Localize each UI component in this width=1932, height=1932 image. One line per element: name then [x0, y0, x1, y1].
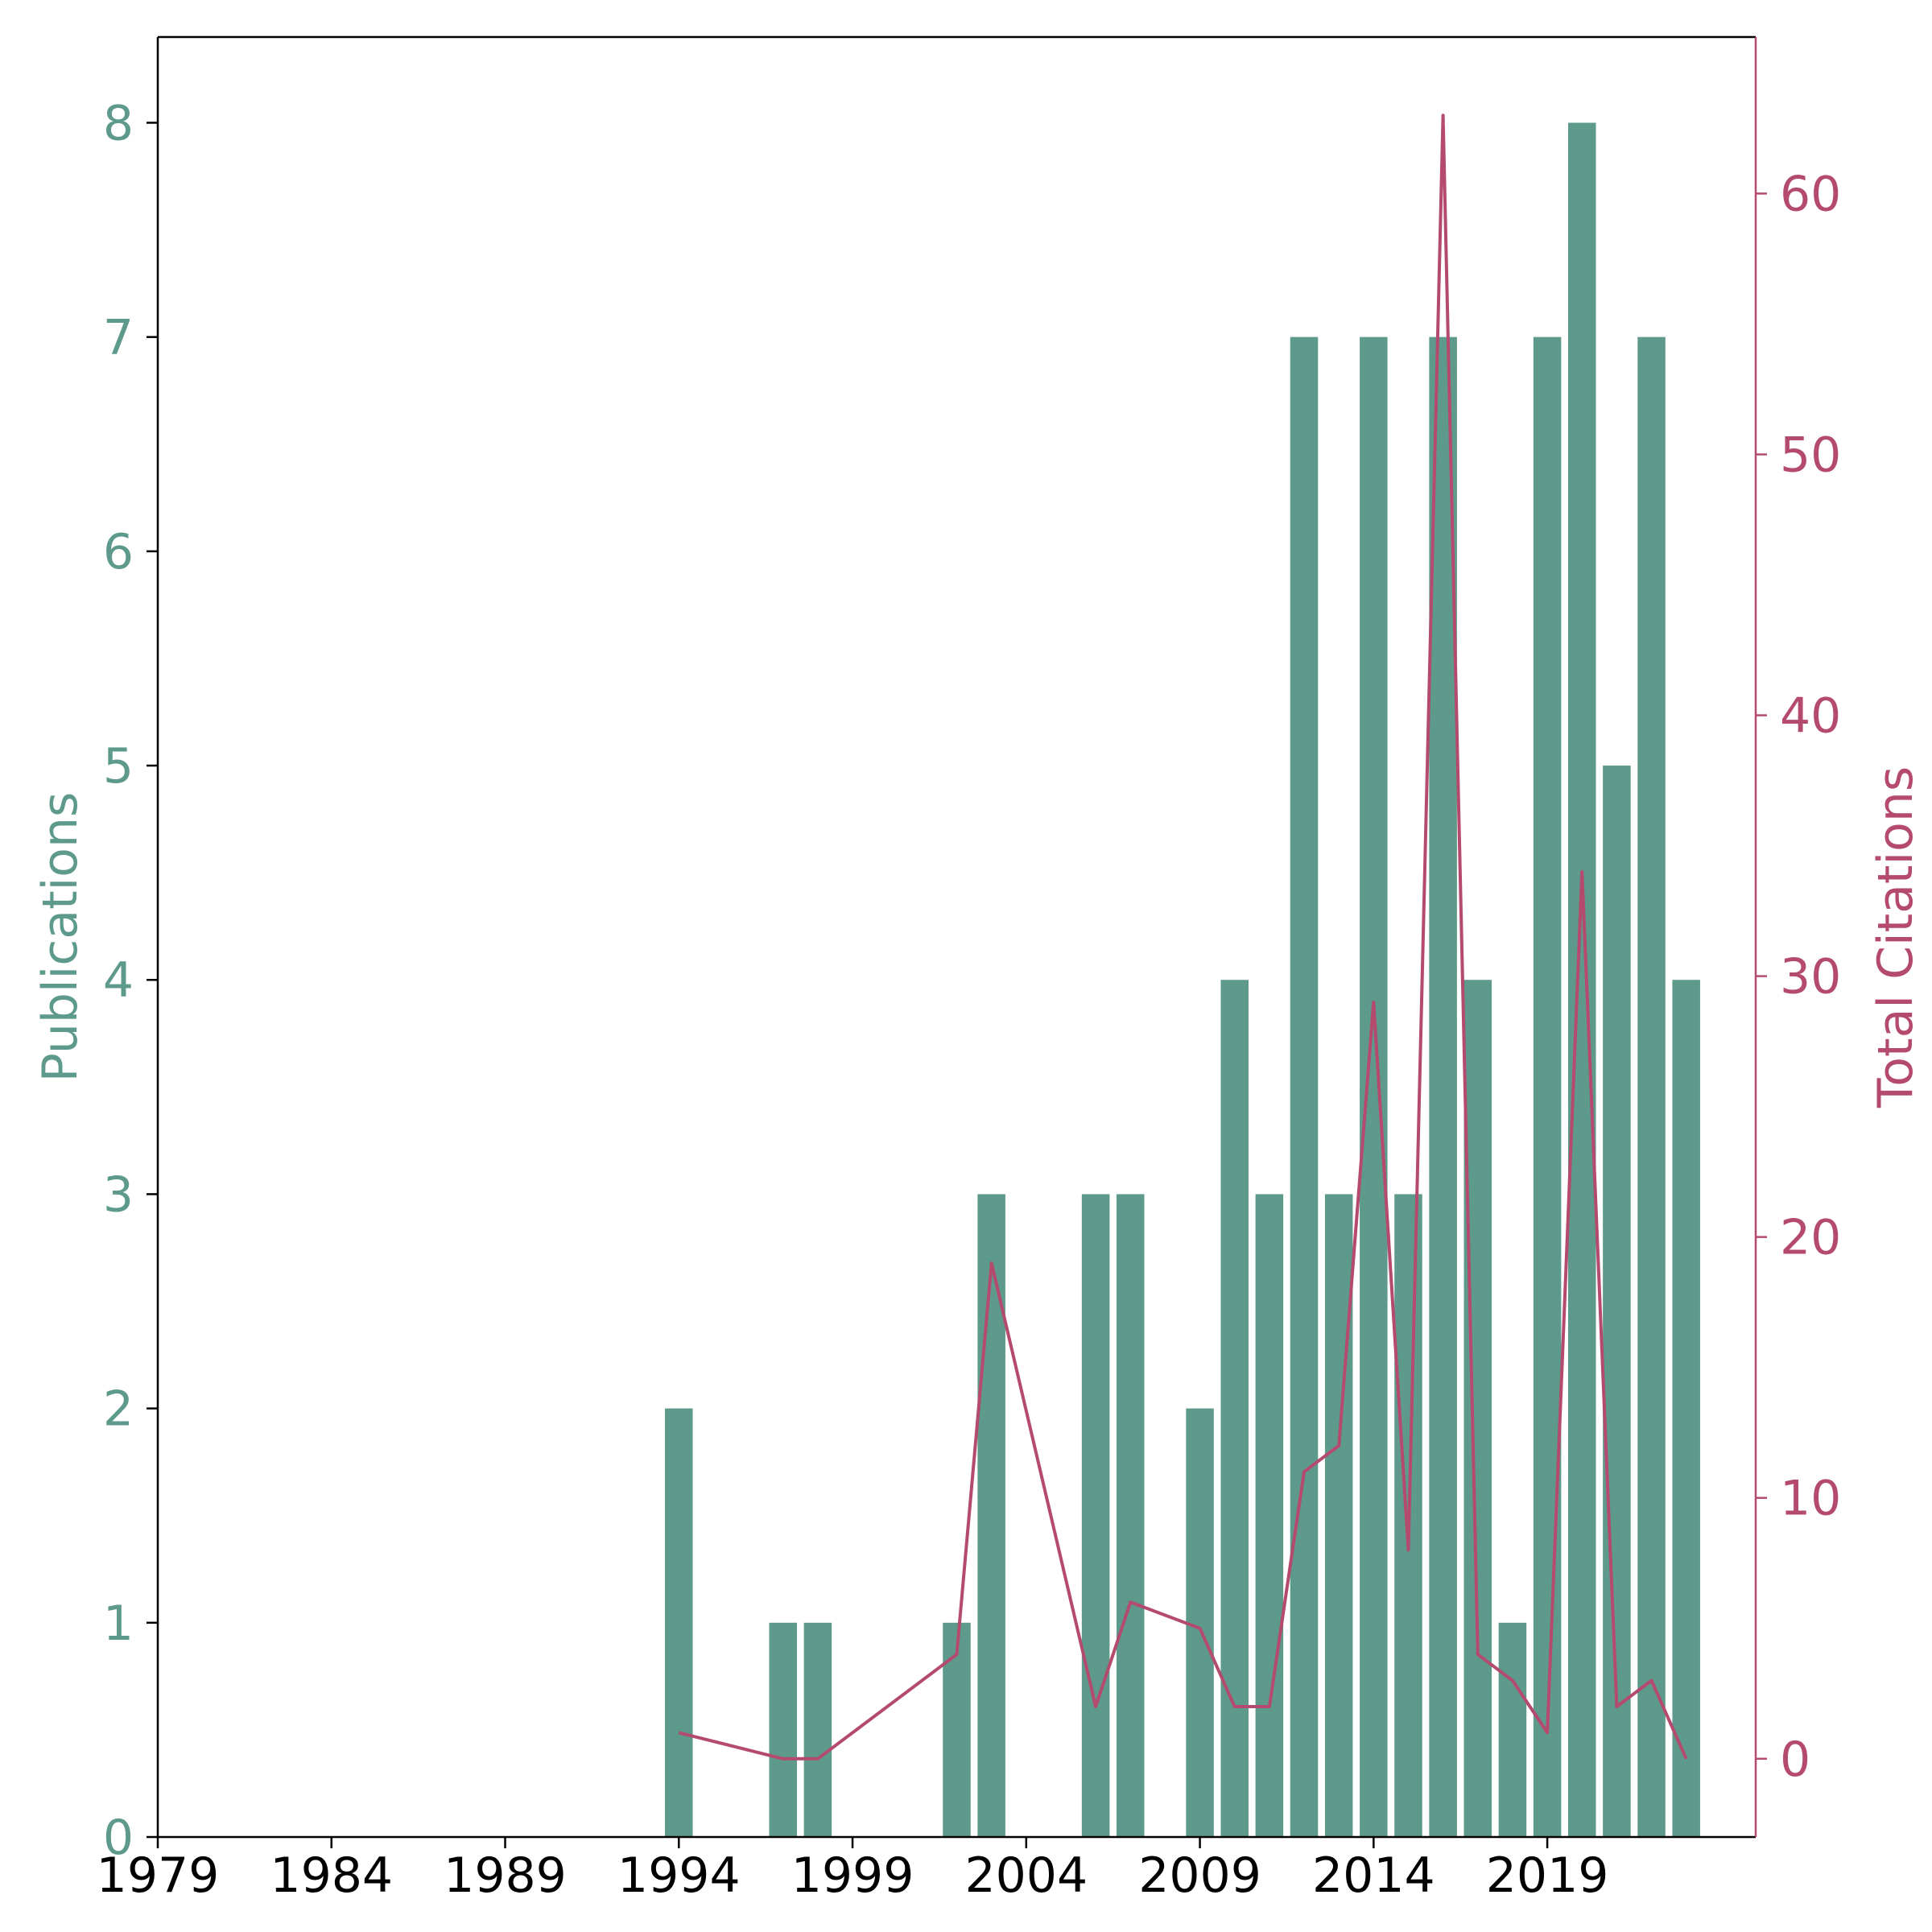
left-y-tick-label: 2 — [103, 1381, 134, 1438]
x-tick-label: 2014 — [1312, 1847, 1435, 1904]
citations-line — [678, 114, 1688, 1761]
left-y-tick-label: 0 — [103, 1810, 134, 1866]
bar-2010 — [1220, 980, 1249, 1837]
x-tick-label: 1979 — [97, 1847, 220, 1904]
bar-2013 — [1324, 1194, 1353, 1837]
right-y-tick-label: 50 — [1780, 427, 1841, 483]
left-y-tick-label: 4 — [103, 952, 134, 1009]
x-axis-ticks: 1979 1984 1989 1994 1999 2004 2009 2014 2019 — [97, 1837, 1609, 1904]
bar-1998 — [803, 1622, 832, 1837]
right-y-tick-label: 10 — [1780, 1471, 1841, 1527]
bar-1994 — [665, 1408, 693, 1837]
x-tick-label: 1984 — [270, 1847, 393, 1904]
bar-2020 — [1567, 122, 1596, 1838]
left-y-tick-label: 6 — [103, 524, 134, 580]
left-y-tick-label: 7 — [103, 310, 134, 366]
bar-2007 — [1117, 1194, 1145, 1837]
bar-2014 — [1360, 336, 1388, 1838]
bar-1997 — [769, 1622, 797, 1837]
left-y-axis-ticks: 0 1 2 3 4 5 6 7 8 — [103, 95, 158, 1866]
left-y-axis-title: Publications — [32, 792, 89, 1083]
bar-2009 — [1186, 1408, 1214, 1837]
right-y-axis-title: Total Citations — [1868, 766, 1924, 1108]
x-tick-label: 1989 — [444, 1847, 567, 1904]
left-y-tick-label: 5 — [103, 738, 134, 795]
bar-2012 — [1290, 336, 1319, 1838]
bar-2017 — [1463, 980, 1492, 1837]
bar-2003 — [977, 1194, 1005, 1837]
bar-2018 — [1498, 1622, 1527, 1837]
bar-2023 — [1672, 980, 1700, 1837]
line-series-total-citations — [678, 114, 1688, 1761]
right-y-tick-label: 40 — [1780, 688, 1841, 745]
bar-series-publications — [665, 122, 1700, 1838]
x-tick-label: 2019 — [1486, 1847, 1609, 1904]
right-y-tick-label: 30 — [1780, 949, 1841, 1005]
right-y-tick-label: 0 — [1780, 1732, 1810, 1788]
bar-2011 — [1255, 1194, 1284, 1837]
bar-2019 — [1533, 336, 1562, 1838]
left-y-tick-label: 8 — [103, 95, 134, 151]
right-y-tick-label: 20 — [1780, 1210, 1841, 1266]
bar-2022 — [1637, 336, 1666, 1838]
x-tick-label: 2009 — [1138, 1847, 1261, 1904]
bar-2002 — [943, 1622, 971, 1837]
right-y-tick-label: 60 — [1780, 166, 1841, 222]
left-y-tick-label: 1 — [103, 1596, 134, 1652]
x-tick-label: 1994 — [617, 1847, 741, 1904]
bar-2006 — [1081, 1194, 1110, 1837]
bar-2021 — [1603, 766, 1631, 1837]
left-y-tick-label: 3 — [103, 1166, 134, 1223]
x-tick-label: 2004 — [964, 1847, 1088, 1904]
right-y-axis-ticks: 0 10 20 30 40 50 60 — [1756, 166, 1841, 1788]
x-tick-label: 1999 — [791, 1847, 914, 1904]
